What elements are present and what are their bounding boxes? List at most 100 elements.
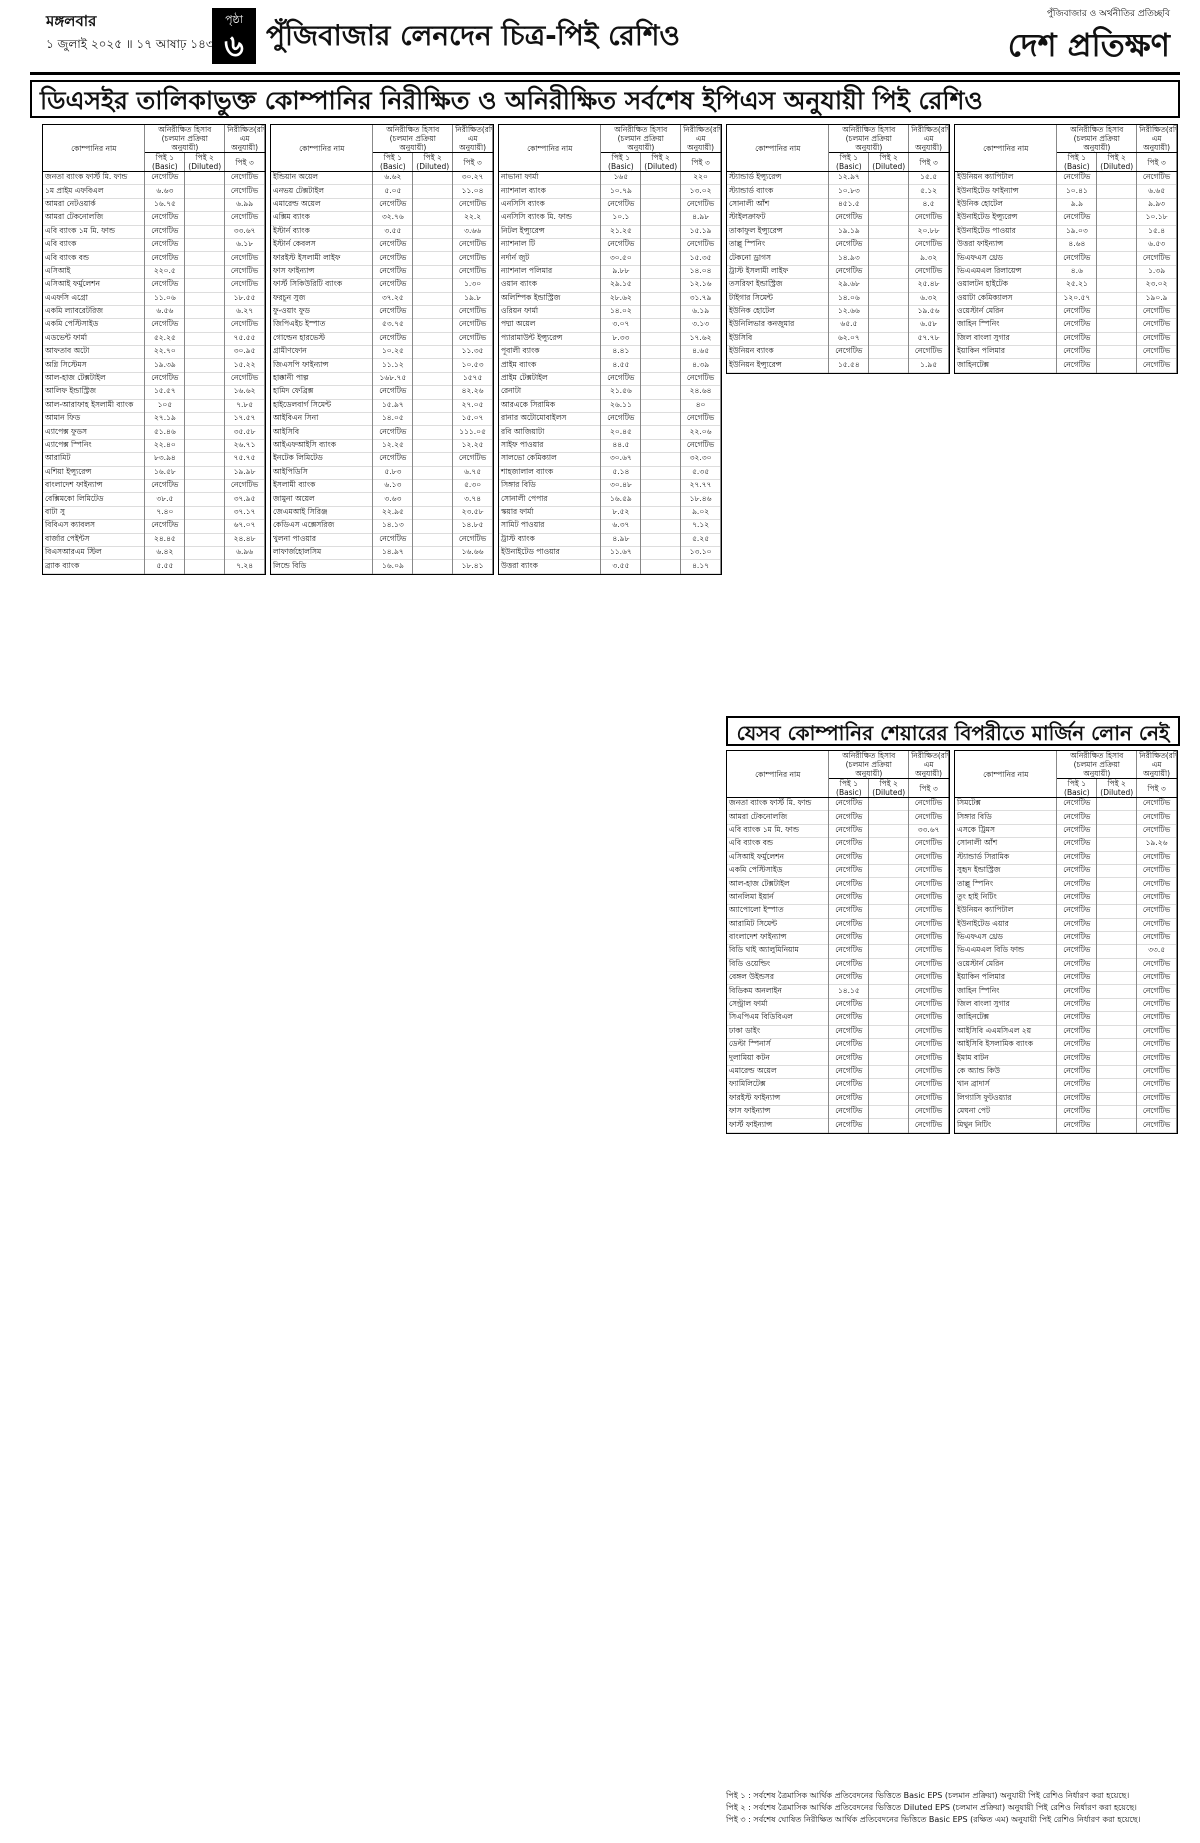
col-company: কোম্পানির নাম [499, 125, 602, 172]
table-row: জনতা ব্যাংক ফার্স্ট মি. ফান্ড নেগেটিভ নেগে… [43, 171, 265, 185]
table-row: ফার্স্ট সিকিউরিটি ব্যাংক নেগেটিভ ১.৩০ [271, 278, 493, 293]
pe-value: ৫৩.৭৫ [372, 318, 414, 333]
pe-value: ৪.৩৯ [680, 358, 721, 373]
col-unaudited: অনিরীক্ষিত হিসাব (চলমান প্রক্রিয়া অনুযা… [1056, 125, 1138, 153]
pe-value: ২৪.৪৮ [224, 533, 265, 547]
margin-title: যেসব কোম্পানির শেয়ারের বিপরীতে মার্জিন … [726, 716, 1180, 746]
pe-value: নেগেটিভ [1056, 358, 1098, 373]
company-name: এবি ব্যাংক ১ম মি. ফান্ড [43, 225, 146, 239]
pe-value: নেগেটিভ [224, 372, 265, 386]
table-row: ঢাকা ডাইং নেগেটিভ নেগেটিভ [727, 1025, 949, 1039]
empty-cell [640, 425, 682, 440]
pe-value: নেগেটিভ [908, 971, 949, 985]
pe-value: ৫.১৪ [600, 466, 642, 480]
pe-value: ৩৮.৫ [144, 492, 186, 507]
empty-cell [1096, 292, 1138, 306]
company-name: আলিফ ইন্ডাস্ট্রিজ [43, 385, 146, 400]
pe-value: নেগেটিভ [224, 265, 265, 279]
table-row: আমরা টেকনোলজি নেগেটিভ নেগেটিভ [727, 810, 949, 825]
pe-value: নেগেটিভ [1136, 931, 1177, 945]
company-name: মেঘনা পেট [955, 1105, 1058, 1119]
pe-value: নেগেটিভ [1056, 944, 1098, 959]
table-row: আরামিট সিমেন্ট নেগেটিভ নেগেটিভ [727, 918, 949, 932]
pe-value: ১৯.১৯ [828, 225, 870, 239]
table-row: সিঙ্গার বিডি ৩০.৪৮ ২৭.৭৭ [499, 479, 721, 493]
pe-value: নেগেটিভ [1056, 931, 1098, 945]
pe-value: ১২.৯৭ [828, 171, 870, 185]
pe-value: নেগেটিভ [1136, 358, 1177, 373]
table-row: ন্যাশনাল টি নেগেটিভ নেগেটিভ [499, 238, 721, 252]
pe-value: নেগেটিভ [224, 318, 265, 333]
pe-value: ৪.৫৫ [600, 358, 642, 373]
pe-value: ১৫.২২ [224, 358, 265, 373]
empty-cell [640, 372, 682, 386]
company-name: ফারইস্ট ফাইন্যান্স [727, 1092, 830, 1106]
pe-value: ৬.৬২ [372, 171, 414, 185]
pe-value: নেগেটিভ [908, 1025, 949, 1039]
pe-value: ১৫.৫ [908, 171, 949, 185]
pe-value: ২২.৪০ [144, 439, 186, 453]
table-row: ইয়াকিন পলিমার নেগেটিভ নেগেটিভ [955, 971, 1177, 985]
pe-value: নেগেটিভ [828, 1118, 870, 1133]
col-pe1: পিই ১ (Basic) [372, 152, 414, 172]
table-column: কোম্পানির নাম অনিরীক্ষিত হিসাব (চলমান প্র… [42, 124, 266, 575]
pe-value: ৩.৬৬ [452, 225, 493, 239]
pe-value: ১৬.৬২ [224, 385, 265, 400]
pe-value: ৬.১৯ [680, 305, 721, 319]
pe-value: ২৮.৬২ [600, 292, 642, 306]
table-body: জনতা ব্যাংক ফার্স্ট মি. ফান্ড নেগেটিভ নেগে… [43, 171, 265, 574]
empty-cell [412, 492, 454, 507]
company-name: এবি ব্যাংক বন্ড [727, 837, 830, 852]
pe-value: নেগেটিভ [828, 797, 870, 811]
table-row: জিপিএইচ ইস্পাত ৫৩.৭৫ নেগেটিভ [271, 318, 493, 333]
table-row: জামুনা অয়েল ৩.৬৩ ৩.৭৪ [271, 492, 493, 507]
pe-value: ১৯০.৯ [1136, 292, 1177, 306]
empty-cell [1096, 238, 1138, 252]
pe-value: নেগেটিভ [908, 851, 949, 865]
pe-value: ৪.৬৪ [1056, 238, 1098, 252]
table-row: ইয়াকিন পলিমার নেগেটিভ নেগেটিভ [955, 345, 1177, 359]
table-row: ইউনিক হোটেল ১২.৬৬ ১৯.৫৬ [727, 305, 949, 319]
pe-value: নেগেটিভ [452, 238, 493, 252]
head-row: কোম্পানির নাম অনিরীক্ষিত হিসাব (চলমান প্র… [955, 751, 1177, 798]
table-column: কোম্পানির নাম অনিরীক্ষিত হিসাব (চলমান প্র… [954, 750, 1178, 1134]
head-row: কোম্পানির নাম অনিরীক্ষিত হিসাব (চলমান প্র… [271, 125, 493, 172]
pe-value: ২৫.৪৮ [908, 278, 949, 293]
company-name: এ্যাপেক্স স্পিনিং [43, 439, 146, 453]
company-name: স্ট্যান্ডার্ড ব্যাংক [727, 184, 830, 199]
pe-value: নেগেটিভ [828, 810, 870, 825]
table-row: বিডি ওয়েল্ডিং নেগেটিভ নেগেটিভ [727, 958, 949, 972]
pe-value: নেগেটিভ [224, 479, 265, 493]
company-name: লিন্ডে বিডি [271, 559, 374, 574]
empty-cell [184, 238, 226, 252]
empty-cell [640, 533, 682, 547]
col-company: কোম্পানির নাম [955, 751, 1058, 798]
company-name: সিমটেক্স [955, 797, 1058, 811]
table-row: এবি ব্যাংক ১ম মি. ফান্ড নেগেটিভ ৩৩.৬৭ [43, 225, 265, 239]
empty-cell [1096, 211, 1138, 226]
pe-value: ১৯.৫৬ [908, 305, 949, 319]
pe-value: নেগেটিভ [1056, 797, 1098, 811]
pe-value: নেগেটিভ [1056, 318, 1098, 333]
company-name: ফ্যামিলিটেক্স [727, 1078, 830, 1093]
empty-cell [868, 305, 910, 319]
section-title: পুঁজিবাজার লেনদেন চিত্র-পিই রেশিও [266, 19, 681, 52]
pe-value: ১৬.৬৬ [452, 546, 493, 560]
company-name: সিঙ্গার বিডি [955, 810, 1058, 825]
pe-value: নেগেটিভ [828, 1038, 870, 1052]
pe-value: ২৭.০৫ [452, 399, 493, 413]
company-name: বেক্সিমকো লিমিটেড [43, 492, 146, 507]
pe-value: নেগেটিভ [1056, 1118, 1098, 1133]
head-row: পিই ১ (Basic) পিই ২ (Diluted) পিই ৩ [955, 778, 1177, 798]
company-name: নিটল ইন্স্যুরেন্স [499, 225, 602, 239]
empty-cell [184, 171, 226, 185]
pe-value: ১৮.৪১ [452, 559, 493, 574]
table-row: ফার্স্ট ফাইন্যান্স নেগেটিভ নেগেটিভ [727, 1118, 949, 1133]
table-body: সিমটেক্স নেগেটিভ নেগেটিভ সিঙ্গার বিডি নেগেটি… [955, 797, 1177, 1133]
company-name: স্ট্যান্ডার্ড ইন্স্যুরেন্স [727, 171, 830, 185]
pe-value: নেগেটিভ [1136, 1051, 1177, 1066]
table-row: ইউনাইটেড ইন্স্যুরেন্স নেগেটিভ ১০.১৮ [955, 211, 1177, 226]
company-name: এবি ব্যাংক ১ম মি. ফান্ড [727, 824, 830, 838]
pe-value: নেগেটিভ [224, 171, 265, 185]
